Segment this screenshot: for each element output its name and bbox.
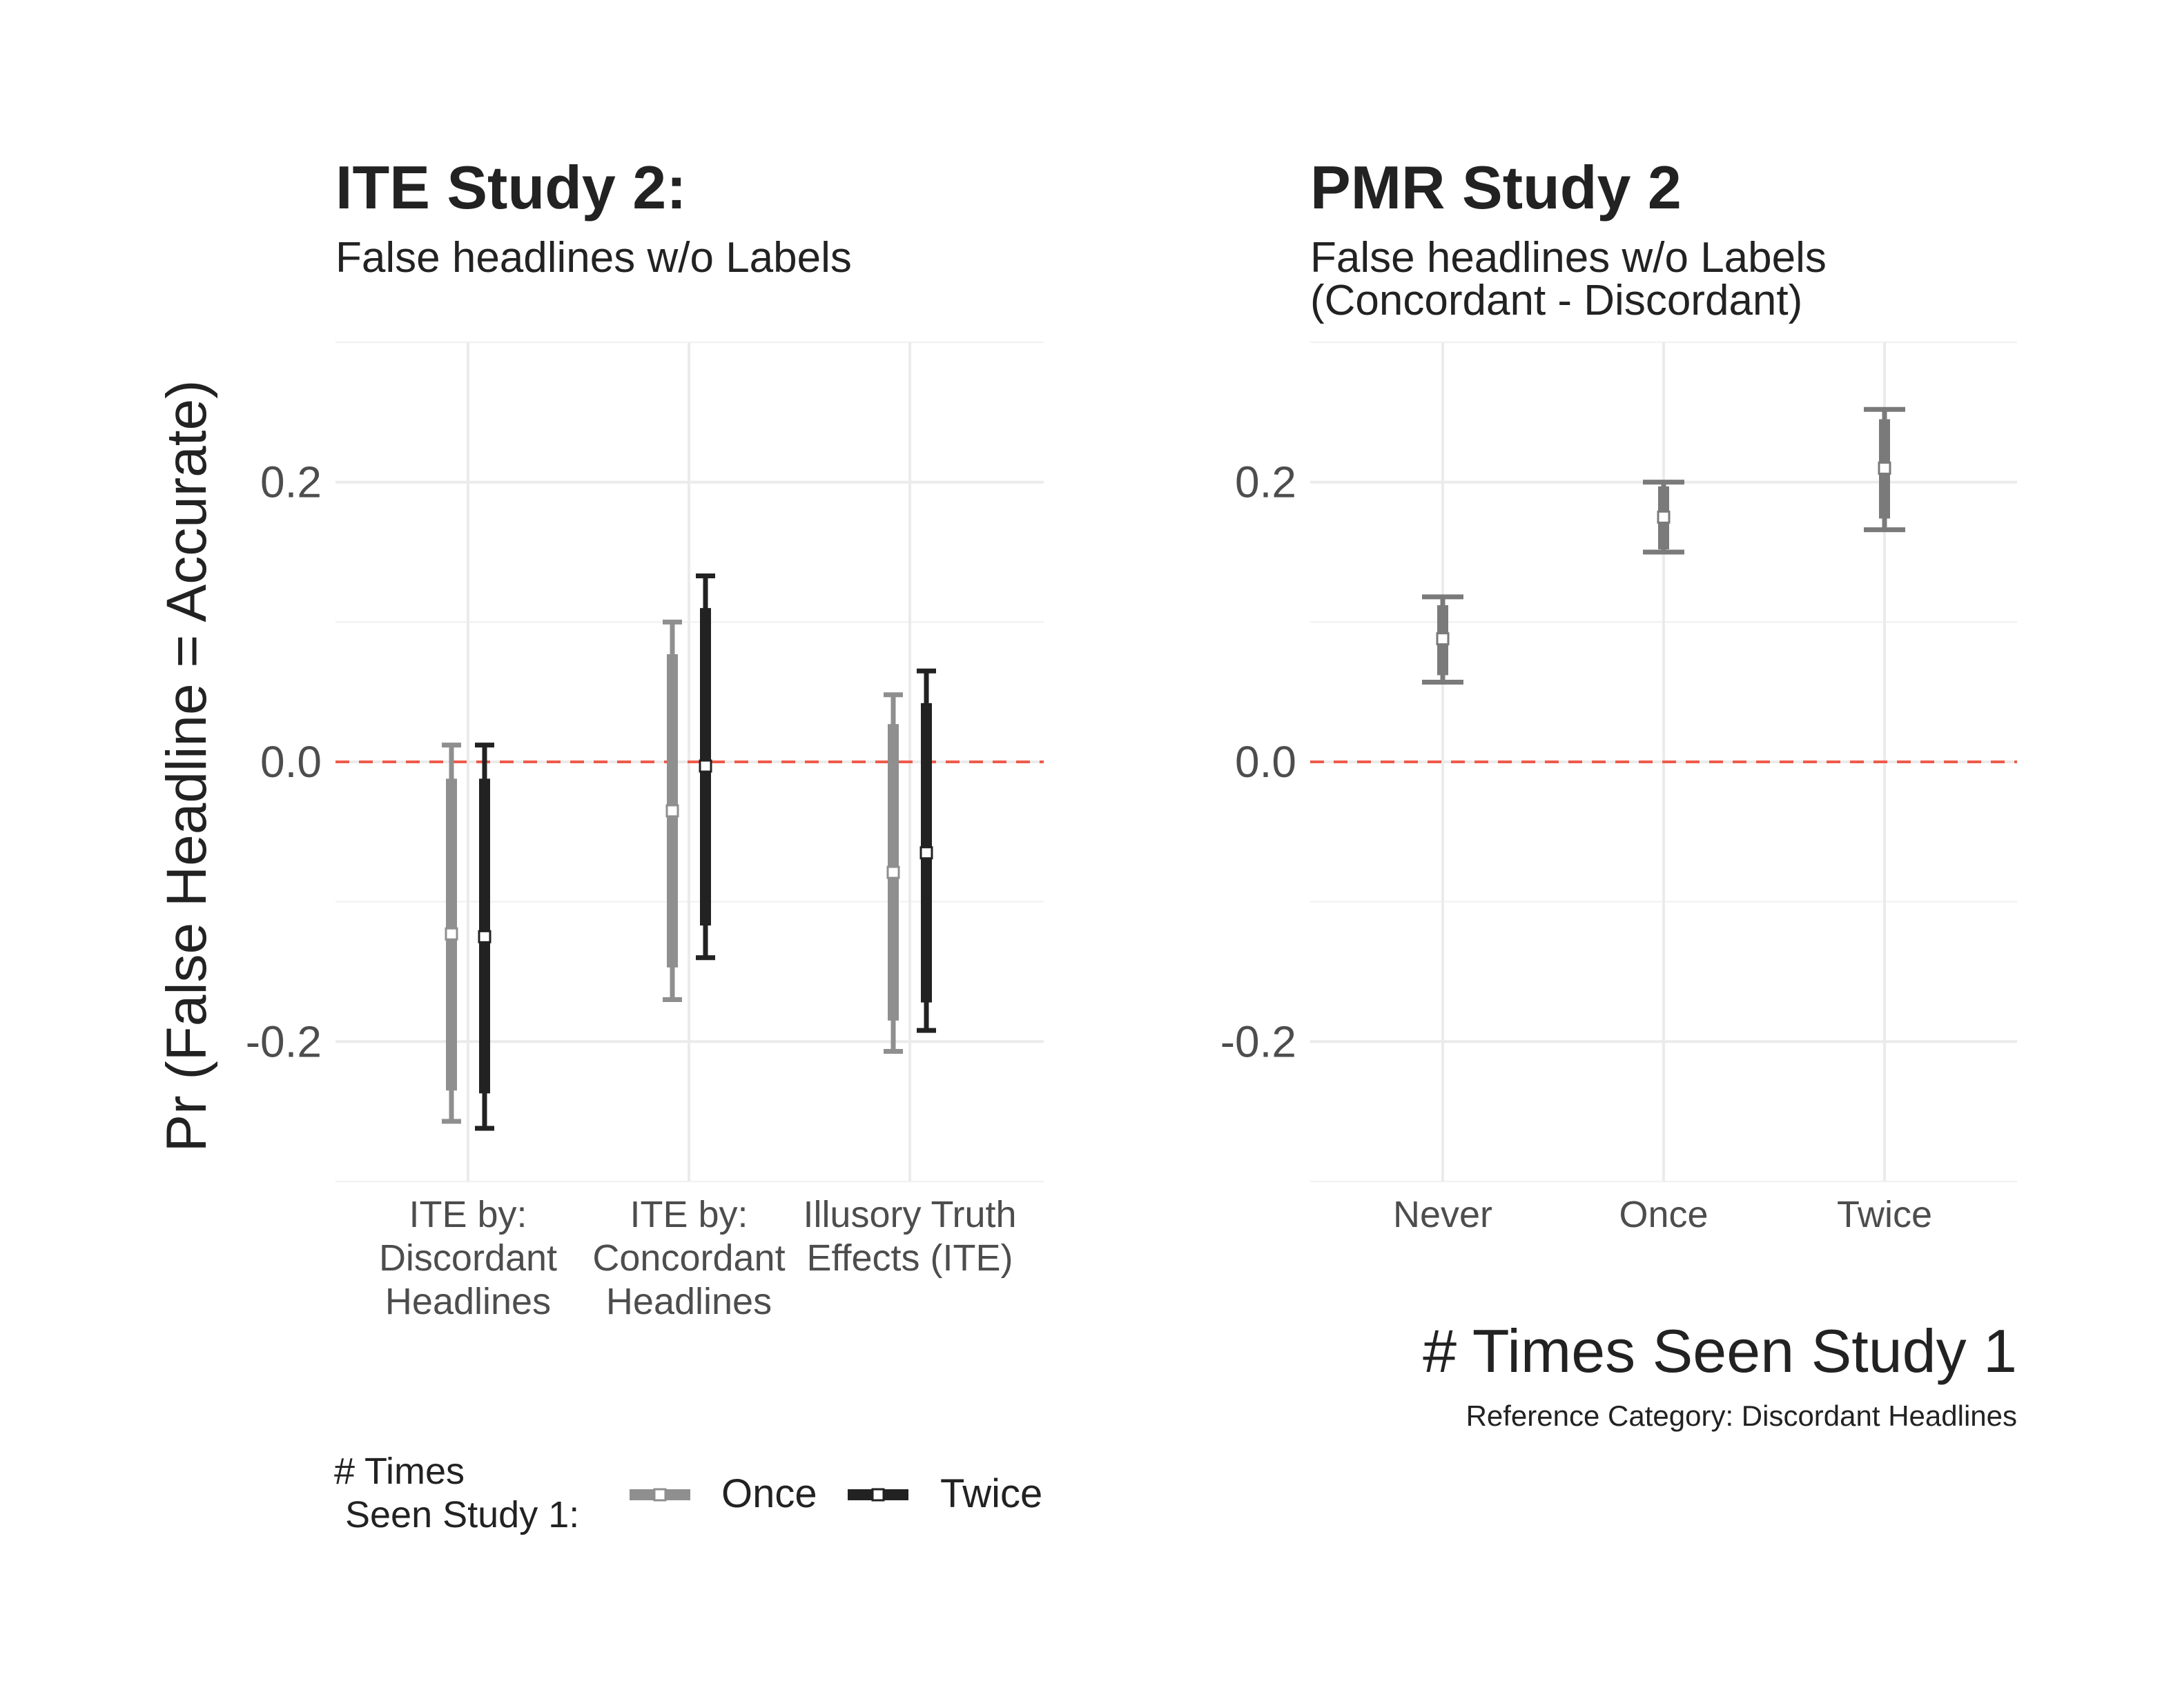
y-tick-label: 0.0 xyxy=(1235,737,1296,787)
pmr-caption: Reference Category: Discordant Headlines xyxy=(1466,1400,2017,1432)
estimate-mark xyxy=(917,668,936,1033)
x-category-label: Twice xyxy=(1837,1194,1932,1235)
x-category-label: Illusory Truth Effects (ITE) xyxy=(803,1194,1016,1279)
legend-label-twice: Twice xyxy=(940,1471,1042,1516)
ite-subtitle: False headlines w/o Labels xyxy=(335,234,852,282)
point-estimate xyxy=(478,930,491,943)
ite-y-ticks: 0.2 0.0 -0.2 xyxy=(246,458,322,1067)
x-category-label: ITE by: Concordant Headlines xyxy=(592,1194,785,1322)
point-estimate xyxy=(919,846,933,860)
point-estimate xyxy=(1878,461,1891,475)
legend-key-point xyxy=(653,1488,667,1502)
legend-key-twice xyxy=(848,1488,908,1502)
legend-title-line-2: Seen Study 1: xyxy=(345,1494,579,1535)
legend: # Times Seen Study 1: Once Twice xyxy=(334,1451,1042,1535)
estimate-mark xyxy=(663,619,682,1003)
legend-key-once xyxy=(630,1488,690,1502)
point-estimate xyxy=(699,759,712,773)
y-tick-label: -0.2 xyxy=(246,1017,322,1066)
pmr-x-axis-label: # Times Seen Study 1 xyxy=(1423,1317,2017,1385)
point-estimate xyxy=(445,927,458,941)
x-category-label: ITE by: Discordant Headlines xyxy=(379,1194,557,1322)
ite-title: ITE Study 2: xyxy=(335,153,687,222)
point-estimate xyxy=(1436,632,1450,646)
pmr-subtitle-line-2: (Concordant - Discordant) xyxy=(1310,277,1802,324)
y-tick-label: -0.2 xyxy=(1220,1017,1296,1066)
y-axis-label: Pr (False Headline = Accurate) xyxy=(155,380,218,1152)
estimate-mark xyxy=(475,743,494,1131)
point-estimate xyxy=(886,865,900,879)
ite-x-categories: ITE by: Discordant Headlines ITE by: Concord… xyxy=(379,1194,1017,1322)
pmr-panel: PMR Study 2 False headlines w/o Labels (… xyxy=(1220,153,2017,1432)
estimate-mark xyxy=(1643,480,1684,555)
y-tick-label: 0.2 xyxy=(1235,458,1296,507)
ite-panel: ITE Study 2: False headlines w/o Labels … xyxy=(246,153,1044,1535)
estimate-mark xyxy=(696,573,715,961)
estimate-mark xyxy=(1422,594,1463,685)
estimate-mark xyxy=(442,743,461,1124)
x-category-label: Once xyxy=(1619,1194,1708,1235)
legend-title-line-1: # Times xyxy=(334,1451,465,1492)
estimate-mark xyxy=(884,692,903,1054)
pmr-subtitle-line-1: False headlines w/o Labels xyxy=(1310,234,1827,282)
pmr-title: PMR Study 2 xyxy=(1310,153,1682,222)
point-estimate xyxy=(1657,510,1671,524)
legend-label-once: Once xyxy=(721,1471,817,1516)
x-category-label: Never xyxy=(1393,1194,1492,1235)
legend-key-point xyxy=(871,1488,885,1502)
pmr-y-ticks: 0.2 0.0 -0.2 xyxy=(1220,458,1296,1067)
pmr-marks xyxy=(1422,406,1905,685)
point-estimate xyxy=(665,804,679,818)
pmr-x-categories: Never Once Twice xyxy=(1393,1194,1932,1235)
y-tick-label: 0.0 xyxy=(260,737,322,787)
y-tick-label: 0.2 xyxy=(260,458,322,507)
estimate-mark xyxy=(1864,406,1905,533)
ite-marks xyxy=(442,573,936,1131)
